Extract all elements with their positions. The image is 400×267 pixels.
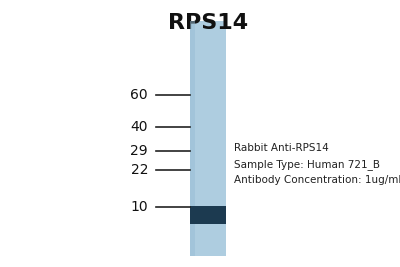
- Bar: [190, 21, 226, 256]
- Text: RPS14: RPS14: [168, 13, 248, 33]
- Text: 40: 40: [130, 120, 148, 134]
- Text: 60: 60: [130, 88, 148, 102]
- Bar: [190, 21, 196, 256]
- Bar: [190, 206, 226, 224]
- Text: 22: 22: [130, 163, 148, 176]
- Text: Sample Type: Human 721_B: Sample Type: Human 721_B: [234, 159, 380, 170]
- Text: Antibody Concentration: 1ug/mL: Antibody Concentration: 1ug/mL: [234, 175, 400, 185]
- Text: 10: 10: [130, 200, 148, 214]
- Text: Rabbit Anti-RPS14: Rabbit Anti-RPS14: [234, 143, 329, 153]
- Text: 29: 29: [130, 144, 148, 158]
